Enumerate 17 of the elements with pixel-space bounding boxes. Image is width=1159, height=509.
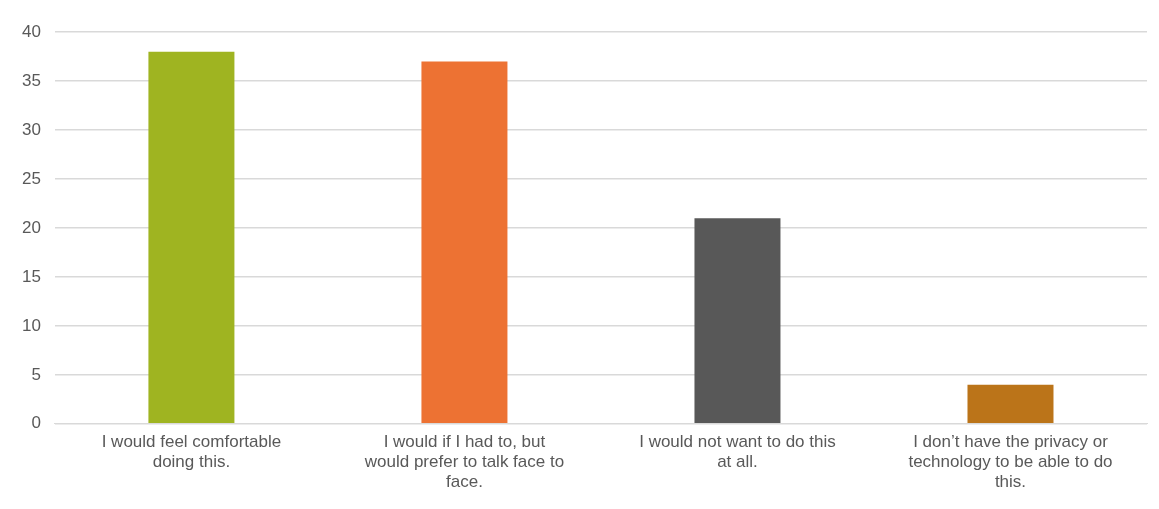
y-tick-label: 5 <box>31 364 41 384</box>
x-tick-label: I would feel comfortable doing this. <box>101 431 282 472</box>
x-tick-label: I would not want to do this at all. <box>639 431 836 472</box>
bar <box>148 51 235 424</box>
y-tick-label: 15 <box>21 266 41 286</box>
x-tick-label: I don’t have the privacy or technology to be able to do this. <box>908 431 1113 492</box>
bar <box>694 218 781 424</box>
bar <box>421 61 508 424</box>
bar <box>967 384 1054 424</box>
y-tick-label: 10 <box>21 315 41 335</box>
y-tick-label: 25 <box>21 168 41 188</box>
y-tick-label: 0 <box>31 413 41 433</box>
y-tick-label: 20 <box>21 217 41 237</box>
y-tick-label: 40 <box>21 21 41 41</box>
y-tick-label: 30 <box>21 119 41 139</box>
x-tick-label: I would if I had to, but would prefer to talk face to face. <box>363 431 565 492</box>
y-tick-label: 35 <box>21 70 41 90</box>
